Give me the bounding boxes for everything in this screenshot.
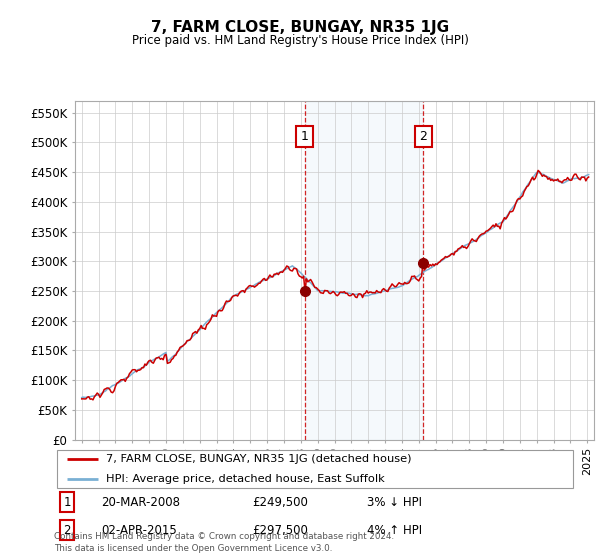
- Text: 1: 1: [64, 496, 71, 509]
- Text: 20-MAR-2008: 20-MAR-2008: [101, 496, 180, 509]
- Text: Price paid vs. HM Land Registry's House Price Index (HPI): Price paid vs. HM Land Registry's House …: [131, 34, 469, 46]
- Text: 2: 2: [64, 524, 71, 537]
- Text: Contains HM Land Registry data © Crown copyright and database right 2024.
This d: Contains HM Land Registry data © Crown c…: [54, 533, 394, 553]
- Bar: [305, 101, 424, 440]
- Text: 1: 1: [301, 130, 308, 143]
- Text: 02-APR-2015: 02-APR-2015: [101, 524, 177, 537]
- Text: 3% ↓ HPI: 3% ↓ HPI: [367, 496, 422, 509]
- Text: 7, FARM CLOSE, BUNGAY, NR35 1JG (detached house): 7, FARM CLOSE, BUNGAY, NR35 1JG (detache…: [106, 454, 412, 464]
- Text: 7, FARM CLOSE, BUNGAY, NR35 1JG: 7, FARM CLOSE, BUNGAY, NR35 1JG: [151, 20, 449, 35]
- Text: £249,500: £249,500: [253, 496, 308, 509]
- Text: £297,500: £297,500: [253, 524, 308, 537]
- Text: 2: 2: [419, 130, 427, 143]
- FancyBboxPatch shape: [56, 450, 574, 488]
- Text: HPI: Average price, detached house, East Suffolk: HPI: Average price, detached house, East…: [106, 474, 385, 484]
- Text: 4% ↑ HPI: 4% ↑ HPI: [367, 524, 422, 537]
